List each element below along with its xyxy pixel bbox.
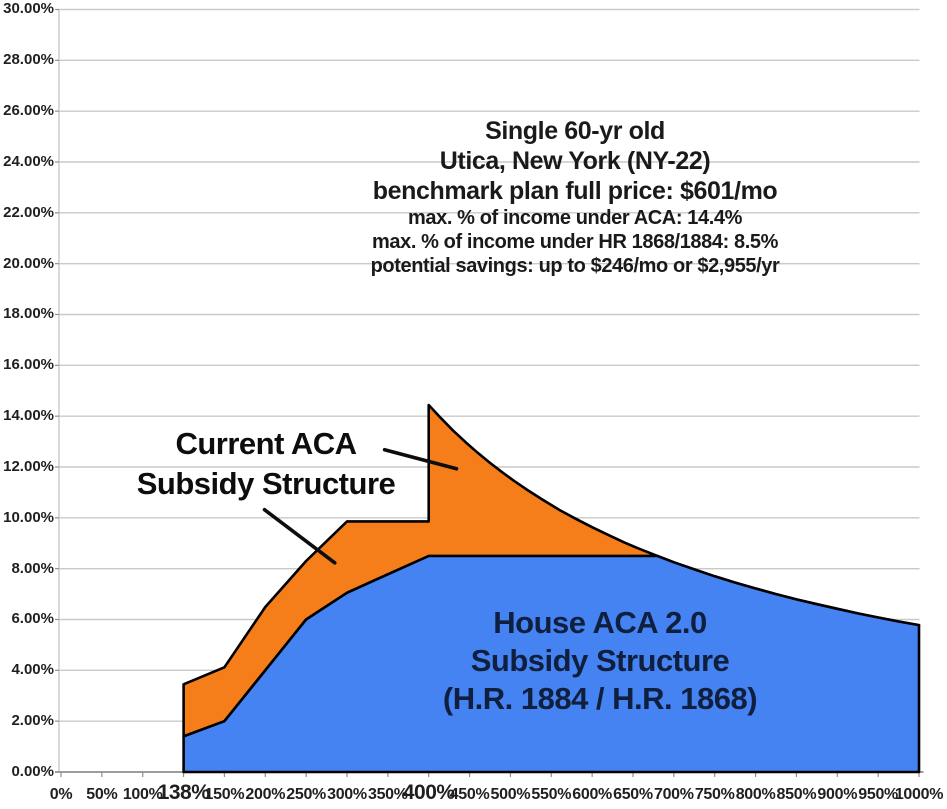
house-aca-label-line: Subsidy Structure	[470, 643, 730, 678]
x-axis-tick-label: 400%	[402, 781, 455, 804]
y-axis-tick-label: 16.00%	[3, 356, 54, 374]
x-axis-tick-label: 750%	[694, 786, 735, 803]
x-axis-tick-label: 50%	[86, 786, 118, 803]
x-axis-tick-label: 1000%	[894, 786, 944, 803]
y-axis-tick-label: 6.00%	[11, 610, 54, 628]
annotation-line: potential savings: up to $246/mo or $2,9…	[370, 255, 780, 277]
y-axis-tick-label: 2.00%	[11, 712, 54, 730]
x-axis-tick-label: 250%	[286, 786, 326, 803]
annotation-line: max. % of income under HR 1868/1884: 8.5…	[372, 231, 778, 253]
current-aca-label: Current ACA Subsidy Structure	[86, 424, 446, 504]
annotation-line: benchmark plan full price: $601/mo	[372, 177, 778, 205]
x-axis-tick-label: 850%	[776, 786, 817, 803]
y-axis-tick-label: 14.00%	[3, 407, 54, 425]
current-aca-label-line: Subsidy Structure	[136, 466, 396, 501]
x-axis-tick-label: 950%	[858, 786, 898, 803]
annotation-block: Single 60-yr old Utica, New York (NY-22)…	[275, 116, 875, 278]
x-axis-tick-label: 350%	[367, 786, 408, 803]
x-axis-tick-label: 800%	[735, 786, 776, 803]
annotation-line: Single 60-yr old	[485, 117, 665, 145]
y-axis-tick-label: 28.00%	[3, 51, 54, 69]
annotation-line: Utica, New York (NY-22)	[439, 147, 711, 175]
y-axis-tick-label: 22.00%	[3, 203, 54, 221]
current-aca-label-line: Current ACA	[175, 426, 357, 461]
x-axis-tick-label: 650%	[613, 786, 653, 803]
y-axis-tick-label: 24.00%	[3, 152, 54, 170]
y-axis-tick-label: 10.00%	[3, 508, 54, 526]
x-axis-tick-label: 200%	[245, 786, 286, 803]
y-axis-tick-label: 20.00%	[3, 254, 54, 272]
y-axis-tick-label: 30.00%	[3, 0, 54, 18]
y-axis-tick-label: 0.00%	[11, 763, 54, 780]
x-axis-tick-label: 700%	[653, 786, 694, 803]
x-axis-tick-label: 450%	[449, 786, 490, 803]
x-axis-tick-label: 100%	[122, 786, 163, 803]
y-axis-tick-label: 26.00%	[3, 102, 54, 120]
y-axis-tick-label: 12.00%	[3, 457, 54, 475]
house-aca-label: House ACA 2.0 Subsidy Structure (H.R. 18…	[400, 604, 800, 718]
y-axis-tick-label: 4.00%	[11, 661, 54, 679]
x-axis-tick-label: 0%	[49, 786, 73, 803]
x-axis-tick-label: 150%	[204, 786, 245, 803]
x-axis-tick-label: 900%	[817, 786, 858, 803]
y-axis-tick-label: 18.00%	[3, 305, 54, 323]
house-aca-label-line: House ACA 2.0	[493, 605, 707, 640]
x-axis-tick-label: 138%	[157, 781, 210, 804]
annotation-line: max. % of income under ACA: 14.4%	[408, 207, 742, 229]
house-aca-label-line: (H.R. 1884 / H.R. 1868)	[442, 681, 758, 716]
y-axis-tick-label: 8.00%	[11, 559, 54, 577]
x-axis-tick-label: 500%	[490, 786, 531, 803]
x-axis-tick-label: 300%	[327, 786, 367, 803]
x-axis-tick-label: 600%	[572, 786, 612, 803]
x-axis-tick-label: 550%	[531, 786, 572, 803]
